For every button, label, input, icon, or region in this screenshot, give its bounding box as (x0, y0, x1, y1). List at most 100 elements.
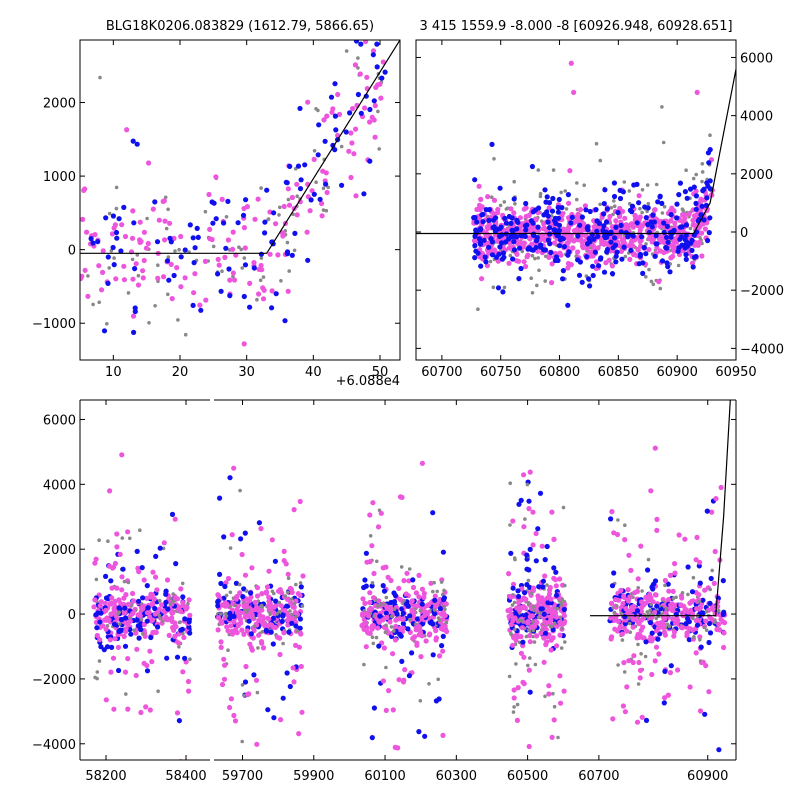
data-point-blue (509, 256, 516, 262)
data-point-magenta (567, 168, 573, 174)
data-point-blue (428, 620, 434, 626)
data-point-magenta (362, 105, 368, 111)
data-point-magenta (114, 585, 120, 591)
data-point-magenta (557, 250, 563, 256)
data-point-blue (661, 700, 667, 706)
data-point-magenta (119, 452, 125, 458)
data-point-magenta (256, 617, 262, 624)
data-point-blue (262, 230, 268, 236)
data-point-magenta (185, 678, 192, 685)
data-point-magenta (140, 606, 146, 612)
data-point-magenta (519, 625, 526, 631)
data-point-gray (294, 582, 298, 587)
data-point-magenta (175, 640, 182, 646)
data-point-magenta (123, 620, 129, 626)
data-point-blue (665, 581, 671, 587)
data-point-gray (431, 589, 435, 594)
data-point-magenta (654, 245, 660, 251)
data-point-blue (679, 224, 685, 230)
data-point-magenta (639, 714, 645, 720)
data-point-gray (188, 657, 192, 661)
data-point-magenta (425, 610, 431, 616)
data-point-gray (278, 205, 282, 210)
data-point-blue (500, 289, 506, 295)
data-point-magenta (115, 644, 121, 651)
data-point-blue (88, 236, 94, 242)
data-point-magenta (526, 667, 532, 673)
data-point-blue (493, 215, 499, 221)
data-point-magenta (505, 608, 511, 614)
data-point-magenta (225, 575, 232, 582)
data-point-magenta (243, 663, 249, 670)
data-point-magenta (186, 597, 192, 603)
data-point-magenta (686, 211, 692, 217)
x-tick-label: 40 (305, 365, 322, 380)
data-point-blue (377, 613, 383, 619)
data-point-blue (552, 217, 558, 224)
data-point-magenta (287, 585, 293, 591)
data-point-blue (540, 578, 547, 584)
data-point-blue (596, 220, 602, 226)
data-point-magenta (92, 597, 98, 603)
data-point-magenta (98, 599, 104, 605)
data-point-gray (211, 244, 216, 249)
data-point-blue (367, 158, 373, 164)
data-point-gray (538, 194, 543, 199)
data-point-blue (676, 192, 682, 198)
data-point-gray (114, 206, 119, 211)
data-point-magenta (527, 639, 533, 645)
data-point-magenta (230, 246, 236, 252)
data-point-gray (514, 662, 518, 666)
data-point-magenta (146, 160, 152, 166)
data-point-magenta (546, 205, 552, 211)
data-point-magenta (197, 302, 203, 308)
data-point-gray (651, 282, 656, 287)
data-point-blue (472, 243, 478, 249)
data-point-magenta (108, 669, 114, 675)
data-point-magenta (506, 571, 512, 577)
data-point-magenta (162, 218, 168, 224)
data-point-magenta (307, 208, 313, 214)
data-point-magenta (192, 271, 198, 277)
data-point-magenta (365, 630, 371, 636)
data-point-gray (628, 630, 632, 634)
data-point-magenta (550, 635, 556, 641)
data-point-magenta (442, 613, 448, 619)
data-point-magenta (103, 607, 109, 614)
data-point-magenta (414, 640, 420, 646)
data-point-blue (561, 606, 567, 613)
data-point-magenta (273, 221, 279, 227)
data-point-blue (601, 223, 607, 229)
data-point-gray (390, 614, 394, 619)
data-point-magenta (360, 622, 366, 628)
data-point-magenta (94, 632, 100, 639)
data-point-magenta (547, 584, 553, 591)
data-point-blue (707, 147, 713, 153)
data-point-gray (532, 640, 537, 644)
data-point-blue (284, 670, 290, 676)
data-point-magenta (296, 731, 302, 737)
data-point-gray (176, 318, 180, 322)
data-point-magenta (119, 587, 125, 593)
data-point-gray (98, 75, 102, 80)
data-point-blue (700, 610, 706, 616)
panel-top-right: 60700 60750 60800 60850 60900 60950−4000−2000… (415, 39, 784, 380)
data-point-gray (636, 586, 640, 590)
data-point-magenta (667, 670, 674, 676)
data-point-magenta (616, 597, 622, 603)
data-point-magenta (627, 256, 633, 262)
data-point-blue (707, 630, 714, 636)
data-point-blue (105, 280, 111, 286)
data-point-magenta (649, 671, 655, 678)
x-tick-label: 20 (172, 365, 189, 380)
data-point-blue (526, 498, 532, 504)
data-point-blue (584, 225, 590, 231)
data-point-magenta (696, 606, 702, 612)
data-point-gray (491, 285, 496, 290)
data-point-magenta (180, 669, 186, 675)
data-point-magenta (542, 573, 548, 579)
data-point-magenta (681, 603, 687, 609)
data-point-gray (710, 568, 714, 573)
data-point-magenta (121, 595, 127, 601)
data-point-gray (433, 608, 437, 612)
